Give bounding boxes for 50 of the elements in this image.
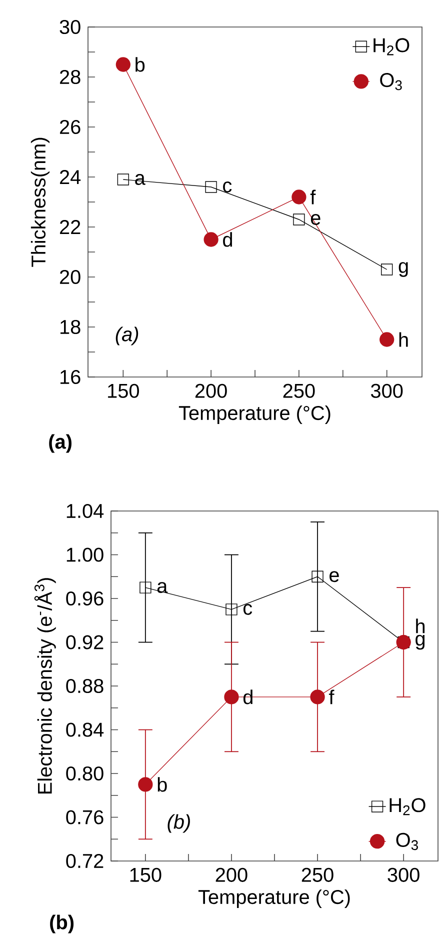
annotation: b [158,777,167,792]
annotation: b [136,57,145,72]
annotation: (a) [116,326,138,346]
y-tick-label: 0.92 [66,635,104,650]
y-tick-label: 0.76 [66,810,104,824]
x-tick-label: 250 [302,868,334,882]
x-axis-title: Temperature (°C) [178,405,330,424]
y-tick-label: 1.04 [66,504,104,518]
y-axis-title: Thickness(nm) [30,138,50,267]
annotation: g [416,634,425,650]
annotation: f [328,690,334,704]
y-tick-label: 16 [60,370,80,384]
x-tick-label: 200 [216,868,248,882]
annotation: (b) [168,814,190,833]
x-tick-label: 150 [130,868,162,882]
x-tick-label: 150 [108,384,139,398]
x-tick-label: 200 [195,384,227,398]
y-tick-label: 30 [60,20,80,34]
annotation: g [398,262,408,277]
y-tick-label: 0.96 [66,591,104,606]
annotation: c [223,182,232,192]
annotation: d [223,232,232,247]
legend-label: O$_{3}$ [380,73,402,90]
annotation: a [157,582,168,594]
legend-label: O$_{3}$ [396,832,418,850]
x-axis-title: Temperature (°C) [198,889,350,908]
text: (a) [49,434,72,453]
y-tick-label: 0.80 [66,766,104,781]
y-tick-label: 18 [60,320,80,334]
annotation: h [399,332,408,347]
y-tick-label: 28 [60,70,80,84]
text: (b) [50,914,74,934]
y-tick-label: 0.84 [66,722,104,737]
annotation: f [310,190,316,204]
y-axis-title: Electronic density (e$^{-}$/Å$^{3}$) [34,578,56,794]
y-tick-label: 20 [60,270,80,284]
annotation: e [330,571,339,582]
y-tick-label: 22 [60,220,80,234]
annotation: h [416,618,425,634]
y-tick-label: 26 [60,120,80,134]
legend-label: H$_{2}$O [390,798,426,816]
y-tick-label: 0.72 [66,854,104,868]
y-tick-label: 1.00 [66,548,104,562]
legend-label: H$_{2}$O [374,38,410,56]
y-tick-label: 24 [60,170,81,184]
x-tick-label: 300 [388,868,420,882]
annotation: c [243,604,252,615]
x-tick-label: 250 [283,384,315,398]
x-tick-label: 300 [370,384,403,398]
y-tick-label: 0.88 [66,678,104,694]
